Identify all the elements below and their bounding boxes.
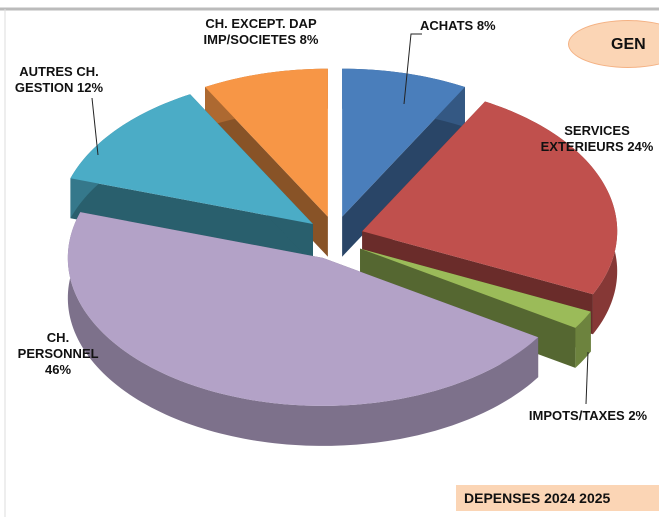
slice xyxy=(67,212,539,406)
slice-wall xyxy=(70,178,313,264)
category-label: IMPOTS/TAXES xyxy=(528,408,625,423)
category-label: SERVICES EXTERIEURS xyxy=(540,123,630,154)
slice xyxy=(342,68,465,217)
slice-group xyxy=(342,68,465,257)
caption: DEPENSES 2024 2025 xyxy=(456,485,659,511)
leader-line xyxy=(403,33,422,105)
slice xyxy=(205,68,328,217)
slice-wall xyxy=(342,86,465,257)
leader-line xyxy=(91,97,99,156)
data-label: SERVICES EXTERIEURS 24% xyxy=(537,123,657,155)
category-label: AUTRES CH. GESTION xyxy=(14,64,99,95)
value-label: 46% xyxy=(44,362,72,377)
leader-line xyxy=(585,351,589,405)
value-label: 2% xyxy=(628,408,648,423)
category-label: CH. EXCEPT. DAP IMP/SOCIETES xyxy=(203,16,317,47)
data-label: CH. EXCEPT. DAP IMP/SOCIETES 8% xyxy=(192,16,330,48)
category-label: CH. PERSONNEL xyxy=(17,330,99,361)
value-label: 8% xyxy=(299,32,319,47)
data-label: IMPOTS/TAXES 2% xyxy=(518,408,658,424)
value-label: 24% xyxy=(627,139,654,154)
value-label: 12% xyxy=(77,80,104,95)
slice xyxy=(360,248,591,328)
data-label: CH. PERSONNEL 46% xyxy=(8,330,108,378)
slice-side xyxy=(575,311,591,368)
slice-group xyxy=(70,94,313,264)
value-label: 8% xyxy=(476,18,496,33)
category-label: ACHATS xyxy=(420,18,474,33)
slice xyxy=(70,94,313,224)
badge: GEN xyxy=(568,20,659,68)
slice-group xyxy=(67,212,539,446)
slice-side xyxy=(67,212,539,446)
pie xyxy=(67,68,618,446)
data-label: ACHATS 8% xyxy=(420,18,530,34)
data-label: AUTRES CH. GESTION 12% xyxy=(4,64,114,96)
slice xyxy=(362,101,618,295)
